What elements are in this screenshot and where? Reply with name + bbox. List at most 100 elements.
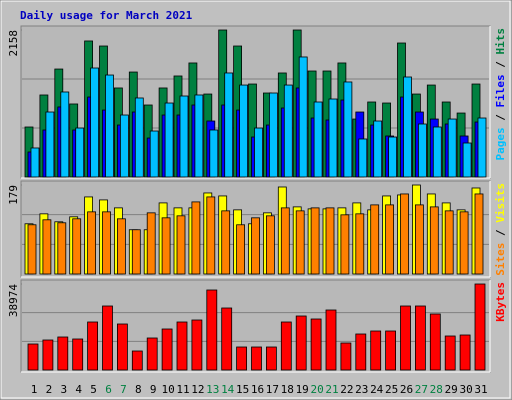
- bar: [459, 211, 469, 275]
- x-tick-label: 2: [46, 383, 53, 396]
- legend-entry: Visits: [494, 183, 507, 223]
- bar: [280, 207, 290, 275]
- bar: [179, 95, 189, 178]
- bar: [403, 76, 412, 178]
- x-tick-label: 11: [176, 383, 189, 396]
- bar: [325, 309, 337, 371]
- bar: [265, 346, 277, 371]
- bar: [432, 126, 442, 178]
- legend: Sites / Visits: [494, 183, 507, 276]
- bar: [265, 215, 275, 275]
- bar: [444, 210, 454, 275]
- x-tick-label: 6: [105, 383, 112, 396]
- x-tick-label: 28: [430, 383, 443, 396]
- x-tick-label: 21: [325, 383, 338, 396]
- bar: [209, 129, 219, 178]
- bar: [310, 318, 322, 371]
- bar: [105, 74, 114, 178]
- legend-entry: Pages: [494, 127, 507, 160]
- bar: [117, 218, 126, 275]
- bar: [236, 346, 248, 371]
- bar: [268, 92, 278, 178]
- bar: [459, 334, 471, 371]
- bar: [146, 337, 158, 371]
- bar: [194, 94, 204, 178]
- bar: [358, 138, 368, 178]
- x-tick-label: 13: [206, 383, 219, 396]
- legend-separator: /: [494, 55, 507, 75]
- bar: [146, 212, 156, 275]
- bar: [417, 123, 427, 178]
- bar: [295, 210, 305, 275]
- bar: [340, 342, 352, 371]
- y-tick-label: 38974: [7, 284, 20, 317]
- bar: [400, 305, 411, 371]
- legend-separator: /: [494, 223, 507, 243]
- x-tick-label: 4: [75, 383, 82, 396]
- x-tick-label: 31: [474, 383, 487, 396]
- bar: [328, 98, 338, 178]
- bar: [444, 335, 456, 371]
- bar: [385, 204, 395, 275]
- x-tick-label: 24: [370, 383, 384, 396]
- x-tick-label: 25: [385, 383, 398, 396]
- x-tick-label: 9: [150, 383, 157, 396]
- x-tick-label: 23: [355, 383, 368, 396]
- bar: [385, 330, 397, 371]
- bar: [27, 224, 37, 275]
- bar: [221, 307, 233, 371]
- bar: [414, 305, 426, 371]
- bar: [447, 118, 457, 178]
- bar: [90, 67, 99, 178]
- bar: [295, 315, 307, 371]
- bar: [313, 101, 323, 178]
- bar: [149, 130, 159, 178]
- bar: [102, 211, 111, 275]
- bar: [131, 350, 143, 371]
- bar: [283, 84, 293, 178]
- bar: [131, 229, 141, 275]
- bar: [57, 222, 67, 275]
- bar: [355, 213, 365, 275]
- x-tick-label: 3: [60, 383, 67, 396]
- x-tick-label: 16: [251, 383, 264, 396]
- legend-entry: Files: [494, 74, 507, 107]
- x-tick-label: 18: [281, 383, 294, 396]
- x-tick-label: 22: [340, 383, 353, 396]
- bar: [191, 201, 201, 275]
- bar: [355, 333, 367, 371]
- bar: [164, 102, 174, 178]
- x-tick-label: 14: [221, 383, 235, 396]
- bar: [87, 321, 98, 371]
- chart-title: Daily usage for March 2021: [20, 9, 193, 22]
- legend: KBytes: [494, 282, 507, 322]
- x-tick-label: 30: [459, 383, 472, 396]
- y-tick-label: 2158: [7, 30, 20, 57]
- bar: [477, 117, 487, 178]
- bar: [400, 193, 409, 275]
- legend-entry: Hits: [494, 28, 507, 55]
- x-tick-label: 19: [296, 383, 309, 396]
- bar: [30, 147, 40, 178]
- bar: [474, 193, 484, 275]
- bar: [370, 330, 382, 371]
- x-tick-label: 5: [90, 383, 97, 396]
- bar: [373, 120, 383, 178]
- bar: [221, 210, 231, 275]
- bar: [176, 215, 186, 275]
- x-tick-label: 1: [31, 383, 38, 396]
- bar: [42, 219, 52, 275]
- bar: [462, 142, 472, 178]
- bar: [134, 97, 144, 178]
- x-tick-label: 12: [191, 383, 204, 396]
- bar: [280, 321, 292, 371]
- bar: [191, 319, 203, 371]
- bar: [206, 196, 216, 275]
- x-tick-label: 17: [266, 383, 279, 396]
- legend-separator: /: [494, 108, 507, 128]
- bar: [117, 323, 128, 371]
- x-tick-label: 15: [236, 383, 249, 396]
- bar: [474, 283, 486, 371]
